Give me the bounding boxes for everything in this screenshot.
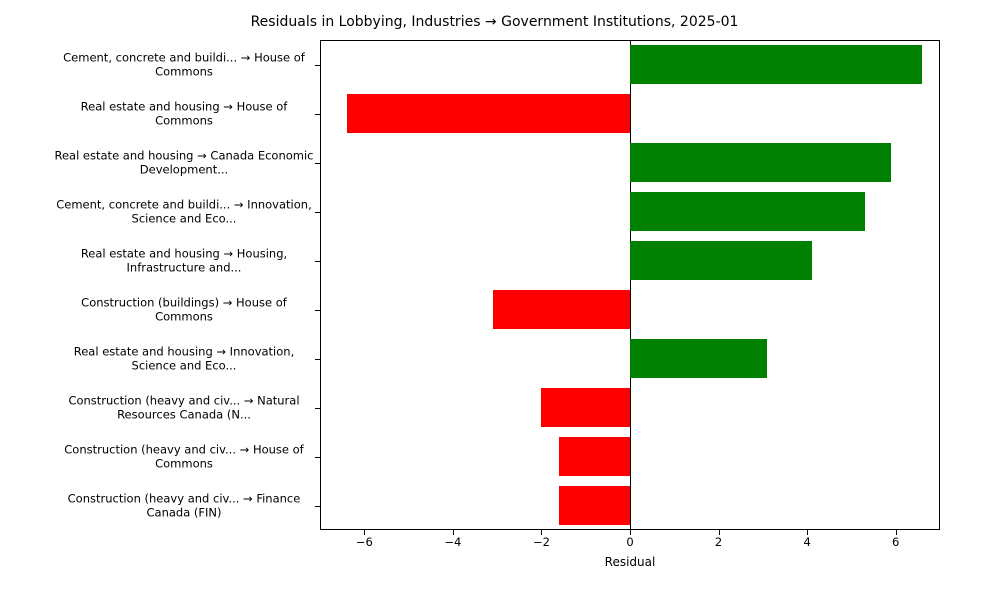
- x-tick-label: −2: [533, 535, 550, 549]
- bar: [493, 290, 630, 328]
- bar: [630, 192, 865, 230]
- chart-container: Residuals in Lobbying, Industries → Gove…: [0, 0, 989, 590]
- y-tick-label: Real estate and housing → House of Commo…: [54, 99, 314, 128]
- x-tick-label: −4: [444, 535, 461, 549]
- y-tick: [315, 359, 320, 360]
- y-tick: [315, 114, 320, 115]
- chart-title: Residuals in Lobbying, Industries → Gove…: [0, 14, 989, 30]
- y-tick: [315, 506, 320, 507]
- y-tick-label: Construction (heavy and civ... → Finance…: [54, 491, 314, 520]
- y-tick: [315, 163, 320, 164]
- x-axis-label: Residual: [320, 555, 940, 569]
- x-tick-label: 4: [803, 535, 810, 549]
- bar: [630, 241, 812, 279]
- x-tick-label: 2: [715, 535, 722, 549]
- x-tick-label: 0: [626, 535, 633, 549]
- x-tick-label: −6: [356, 535, 373, 549]
- bar: [630, 143, 891, 181]
- y-tick-label: Real estate and housing → Housing, Infra…: [54, 246, 314, 275]
- x-tick-label: 6: [892, 535, 899, 549]
- y-tick: [315, 212, 320, 213]
- y-tick-label: Real estate and housing → Canada Economi…: [54, 148, 314, 177]
- y-tick-label: Cement, concrete and buildi... → House o…: [54, 50, 314, 79]
- bar: [630, 339, 767, 377]
- y-tick-label: Construction (buildings) → House of Comm…: [54, 295, 314, 324]
- y-tick: [315, 65, 320, 66]
- y-tick: [315, 261, 320, 262]
- y-tick-label: Real estate and housing → Innovation, Sc…: [54, 344, 314, 373]
- bar: [347, 94, 630, 132]
- bar: [559, 437, 630, 475]
- y-tick: [315, 457, 320, 458]
- y-tick-label: Construction (heavy and civ... → Natural…: [54, 393, 314, 422]
- bar: [541, 388, 630, 426]
- bar: [630, 45, 922, 83]
- y-tick-label: Cement, concrete and buildi... → Innovat…: [54, 197, 314, 226]
- y-tick-label: Construction (heavy and civ... → House o…: [54, 442, 314, 471]
- y-tick: [315, 408, 320, 409]
- y-tick: [315, 310, 320, 311]
- zero-line: [630, 40, 631, 530]
- bar: [559, 486, 630, 524]
